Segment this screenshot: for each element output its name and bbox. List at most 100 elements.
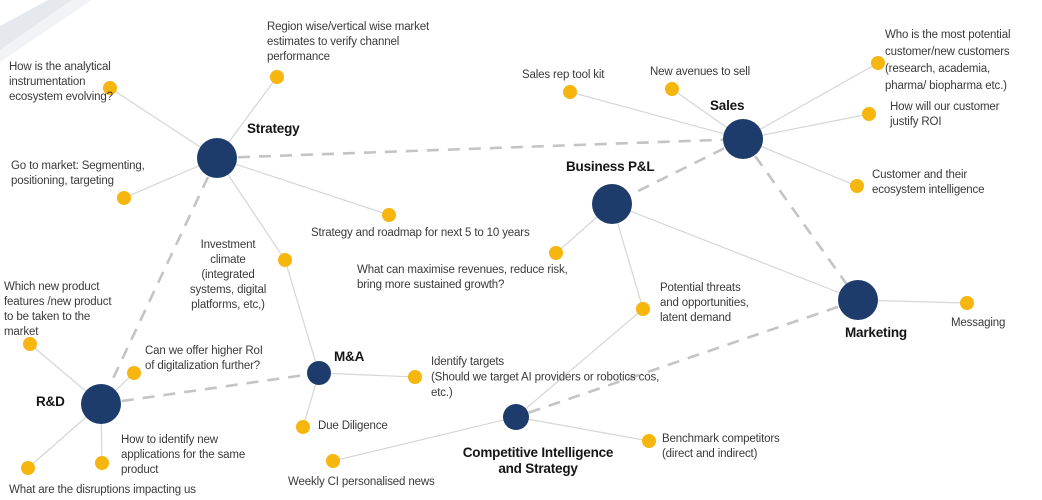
satellite-label-s13-line-1: Messaging bbox=[951, 317, 1005, 329]
hub-connector-rd-ma bbox=[100, 371, 320, 406]
spoke-sales-s10 bbox=[742, 138, 858, 187]
satellite-label-s20-line-2: applications for the same bbox=[121, 449, 245, 461]
satellite-node-s12 bbox=[636, 302, 650, 316]
hub-label-sales-line-1: Sales bbox=[710, 98, 744, 113]
satellite-label-s4-line-1: Investment bbox=[201, 239, 257, 251]
satellite-label-s8-line-2: customer/new customers bbox=[885, 46, 1010, 58]
satellite-label-s14-line-3: etc.) bbox=[431, 387, 453, 399]
hub-node-ma bbox=[307, 361, 331, 385]
spoke-business_pl-marketing bbox=[611, 203, 859, 301]
satellite-node-s11 bbox=[549, 246, 563, 260]
satellite-label-s9-line-1: How will our customer bbox=[890, 101, 1000, 113]
spoke-sales-s9 bbox=[742, 113, 870, 140]
satellite-node-s8 bbox=[871, 56, 885, 70]
satellite-label-s8-line-1: Who is the most potential bbox=[885, 29, 1010, 41]
hub-label-ma-line-1: M&A bbox=[334, 349, 365, 364]
satellite-label-s2-line-2: estimates to verify channel bbox=[267, 36, 399, 48]
satellite-label-s1-line-3: ecosystem evolving? bbox=[9, 91, 113, 103]
satellite-label-s9-line-2: justify ROI bbox=[889, 116, 941, 128]
satellite-label-s20-line-1: How to identify new bbox=[121, 434, 219, 446]
satellite-label-s20-line-3: product bbox=[121, 464, 159, 476]
satellite-label-s18-line-2: features /new product bbox=[4, 296, 112, 308]
satellite-node-s6 bbox=[563, 85, 577, 99]
satellite-node-s3 bbox=[117, 191, 131, 205]
satellite-label-s11-line-2: bring more sustained growth? bbox=[357, 279, 504, 291]
satellite-node-s18 bbox=[23, 337, 37, 351]
satellite-node-s1 bbox=[103, 81, 117, 95]
satellite-label-s15-line-1: Due Diligence bbox=[318, 420, 388, 432]
spoke-sales-s6 bbox=[569, 91, 744, 140]
spoke-strategy-s1 bbox=[109, 87, 218, 159]
spoke-ci-s16 bbox=[332, 416, 517, 462]
satellite-label-s12-line-3: latent demand bbox=[660, 312, 731, 324]
satellite-label-s18-line-3: to be taken to the bbox=[4, 311, 90, 323]
satellite-node-s14 bbox=[408, 370, 422, 384]
satellite-label-s14-line-1: Identify targets bbox=[431, 356, 504, 368]
satellite-label-s5-line-1: Strategy and roadmap for next 5 to 10 ye… bbox=[311, 227, 530, 239]
satellite-label-s16-line-1: Weekly CI personalised news bbox=[288, 476, 435, 488]
spoke-ci-s17 bbox=[515, 416, 650, 442]
satellite-label-s18-line-1: Which new product bbox=[4, 281, 100, 293]
satellite-node-s4 bbox=[278, 253, 292, 267]
satellite-label-s1-line-2: instrumentation bbox=[9, 76, 85, 88]
satellite-label-s3-line-2: positioning, targeting bbox=[11, 175, 114, 187]
hub-connector-strategy-rd bbox=[99, 157, 219, 405]
satellite-label-s6-line-1: Sales rep tool kit bbox=[522, 69, 605, 81]
satellite-node-s16 bbox=[326, 454, 340, 468]
satellite-label-s1-line-1: How is the analytical bbox=[9, 61, 111, 73]
satellite-node-s21 bbox=[21, 461, 35, 475]
satellite-label-s21-line-1: What are the disruptions impacting us bbox=[9, 484, 196, 496]
hub-node-ci bbox=[503, 404, 529, 430]
satellite-label-s7-line-1: New avenues to sell bbox=[650, 66, 750, 78]
satellite-node-s15 bbox=[296, 420, 310, 434]
satellite-label-s12-line-2: and opportunities, bbox=[660, 297, 749, 309]
hub-node-rd bbox=[81, 384, 121, 424]
satellite-label-s8-line-4: pharma/ biopharma etc.) bbox=[885, 80, 1007, 92]
satellite-label-s4-line-2: climate bbox=[210, 254, 245, 266]
satellite-label-s19-line-2: of digitalization further? bbox=[145, 360, 260, 372]
hub-connector-sales-business_pl bbox=[611, 137, 744, 206]
hub-node-business_pl bbox=[592, 184, 632, 224]
satellite-node-s10 bbox=[850, 179, 864, 193]
hub-label-marketing-line-1: Marketing bbox=[845, 325, 907, 340]
corner-ribbon-light bbox=[0, 0, 92, 62]
hub-node-sales bbox=[723, 119, 763, 159]
satellite-label-s10-line-2: ecosystem intelligence bbox=[872, 184, 984, 196]
hub-connector-sales-marketing bbox=[741, 138, 860, 301]
satellite-label-s14-line-2: (Should we target AI providers or roboti… bbox=[431, 372, 659, 384]
satellite-node-s13 bbox=[960, 296, 974, 310]
satellite-label-s4-line-4: systems, digital bbox=[190, 284, 266, 296]
spoke-strategy-s4 bbox=[216, 157, 286, 261]
spoke-sales-s8 bbox=[742, 62, 879, 140]
satellite-node-s20 bbox=[95, 456, 109, 470]
hub-label-rd-line-1: R&D bbox=[36, 394, 65, 409]
satellite-label-s17-line-2: (direct and indirect) bbox=[662, 448, 758, 460]
hub-connector-marketing-ci bbox=[515, 298, 859, 419]
satellite-label-s3-line-1: Go to market: Segmenting, bbox=[11, 160, 145, 172]
spoke-ma-s14 bbox=[318, 372, 416, 378]
hub-node-strategy bbox=[197, 138, 237, 178]
satellite-label-s8-line-3: (research, academia, bbox=[885, 63, 990, 75]
satellite-label-s2-line-1: Region wise/vertical wise market bbox=[267, 21, 430, 33]
hub-label-ci-line-1: Competitive Intelligence bbox=[463, 445, 614, 460]
satellite-node-s5 bbox=[382, 208, 396, 222]
satellite-label-s12-line-1: Potential threats bbox=[660, 282, 741, 294]
hub-node-marketing bbox=[838, 280, 878, 320]
hub-connector-strategy-sales bbox=[216, 137, 744, 160]
satellite-label-s4-line-3: (integrated bbox=[201, 269, 254, 281]
hub-label-ci-line-2: and Strategy bbox=[498, 461, 578, 476]
spoke-s4-ma bbox=[284, 259, 320, 374]
satellite-label-s19-line-1: Can we offer higher RoI bbox=[145, 345, 263, 357]
satellite-label-s11-line-1: What can maximise revenues, reduce risk, bbox=[357, 264, 568, 276]
satellite-node-s2 bbox=[270, 70, 284, 84]
satellite-label-s4-line-5: platforms, etc,) bbox=[191, 299, 265, 311]
satellite-node-s17 bbox=[642, 434, 656, 448]
hub-label-business_pl-line-1: Business P&L bbox=[566, 159, 654, 174]
satellite-node-s7 bbox=[665, 82, 679, 96]
satellite-node-s9 bbox=[862, 107, 876, 121]
satellite-label-s18-line-4: market bbox=[4, 326, 39, 338]
satellite-label-s10-line-1: Customer and their bbox=[872, 169, 967, 181]
spoke-s12-ci bbox=[515, 308, 644, 418]
